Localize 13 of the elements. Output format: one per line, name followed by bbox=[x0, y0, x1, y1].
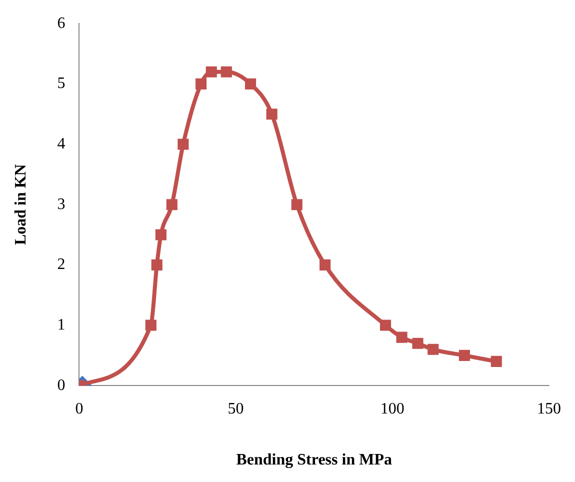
y-tick-label: 6 bbox=[57, 14, 66, 32]
y-axis-title: Load in KN bbox=[12, 164, 30, 246]
y-tick-label: 0 bbox=[57, 376, 66, 394]
y-tick-label: 4 bbox=[57, 135, 66, 152]
x-axis-title: Bending Stress in MPa bbox=[236, 452, 392, 469]
y-tick-label: 2 bbox=[57, 256, 66, 274]
x-tick-label: 50 bbox=[228, 400, 244, 418]
y-tick-label: 1 bbox=[57, 316, 66, 334]
x-tick-label: 0 bbox=[75, 400, 84, 418]
x-tick-label: 150 bbox=[537, 400, 561, 418]
y-tick-label: 5 bbox=[57, 75, 66, 92]
x-tick-label: 100 bbox=[380, 400, 404, 418]
y-tick-label: 3 bbox=[57, 196, 66, 213]
